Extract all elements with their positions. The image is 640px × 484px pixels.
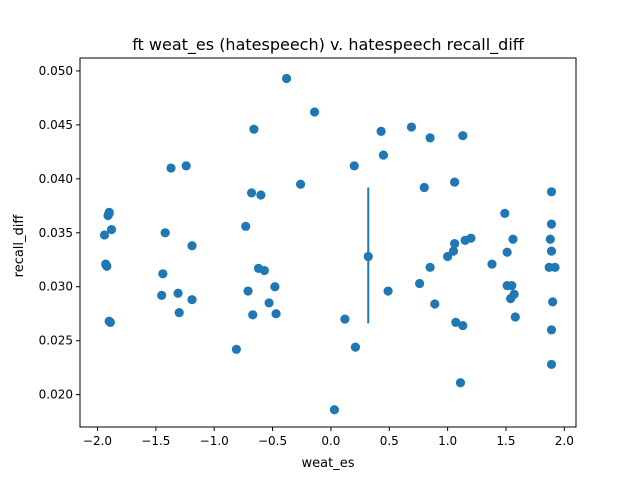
data-point — [187, 295, 197, 305]
data-point — [363, 251, 373, 262]
x-tick-label: −2.0 — [83, 434, 112, 448]
data-point — [243, 286, 253, 296]
data-point — [329, 405, 340, 415]
data-point — [546, 325, 557, 335]
data-point — [419, 182, 429, 193]
y-tick-label: 0.025 — [39, 334, 73, 348]
data-point — [231, 344, 241, 354]
data-point — [187, 241, 197, 251]
x-tick-label: 1.5 — [496, 434, 515, 448]
y-tick-label: 0.045 — [39, 118, 73, 132]
data-point — [104, 316, 114, 326]
data-point — [548, 297, 558, 307]
data-point — [430, 299, 440, 309]
data-point — [466, 233, 476, 243]
data-point — [281, 73, 292, 84]
axes-layer: −2.0 −1.5 −1.0 −0.5 0.0 0.5 1.0 1.5 2.0 0.020 0.02… — [39, 57, 577, 448]
data-point — [160, 228, 170, 238]
data-point — [166, 163, 176, 173]
data-point — [271, 309, 281, 319]
data-point — [248, 310, 258, 320]
data-point — [264, 298, 274, 308]
data-point — [425, 262, 435, 272]
y-tick-label: 0.050 — [39, 64, 73, 78]
data-point — [415, 278, 425, 289]
data-point — [270, 282, 280, 292]
data-point — [246, 188, 257, 198]
data-point — [174, 308, 184, 318]
data-point — [450, 177, 460, 187]
y-tick-label: 0.040 — [39, 172, 73, 186]
data-point — [102, 261, 112, 271]
data-point — [376, 126, 386, 136]
data-point — [378, 150, 389, 160]
data-point — [443, 251, 453, 262]
data-point — [510, 312, 520, 322]
plot-area-frame — [79, 57, 577, 428]
data-point — [451, 317, 461, 327]
data-point — [500, 208, 510, 218]
data-point — [157, 290, 167, 300]
y-tick-label: 0.035 — [39, 226, 73, 240]
data-point — [507, 281, 517, 291]
y-tick-label: 0.020 — [39, 388, 73, 402]
data-point — [241, 221, 251, 231]
data-point — [450, 238, 460, 249]
data-point — [256, 190, 266, 200]
data-point — [295, 179, 306, 189]
data-point — [406, 122, 417, 132]
data-point — [106, 224, 117, 235]
data-point — [309, 107, 320, 117]
data-point — [550, 262, 560, 272]
data-point — [508, 234, 518, 244]
data-point — [509, 289, 519, 299]
data-point — [546, 246, 557, 256]
y-tick-label: 0.030 — [39, 280, 73, 294]
data-point — [448, 246, 459, 256]
data-point — [546, 359, 557, 370]
data-point — [259, 265, 269, 276]
data-point — [545, 234, 555, 244]
data-point — [425, 133, 435, 143]
x-tick-label: 0.5 — [380, 434, 399, 448]
x-tick-label: 2.0 — [555, 434, 574, 448]
data-point — [173, 288, 183, 298]
x-axis-label: weat_es — [302, 456, 355, 471]
data-point — [158, 269, 168, 279]
chart-title: ft weat_es (hatespeech) v. hatespeech re… — [132, 35, 525, 55]
data-point — [487, 259, 497, 269]
marks-layer — [99, 73, 560, 415]
data-point — [99, 230, 110, 240]
x-tick-label: −1.0 — [200, 434, 229, 448]
data-point — [458, 320, 468, 331]
data-point — [340, 314, 350, 324]
data-point — [502, 247, 512, 257]
data-point — [350, 342, 361, 352]
data-point — [546, 219, 557, 229]
data-point — [455, 378, 466, 388]
x-tick-label: 0.0 — [321, 434, 340, 448]
data-point — [458, 131, 468, 141]
data-point — [249, 124, 259, 134]
data-point — [546, 187, 557, 197]
data-point — [349, 161, 359, 171]
data-point — [181, 161, 191, 171]
y-axis-label: recall_diff — [12, 214, 27, 278]
x-tick-label: 1.0 — [438, 434, 457, 448]
data-point — [383, 286, 393, 296]
x-tick-label: −1.5 — [141, 434, 170, 448]
x-tick-label: −0.5 — [258, 434, 287, 448]
data-point — [104, 208, 114, 218]
